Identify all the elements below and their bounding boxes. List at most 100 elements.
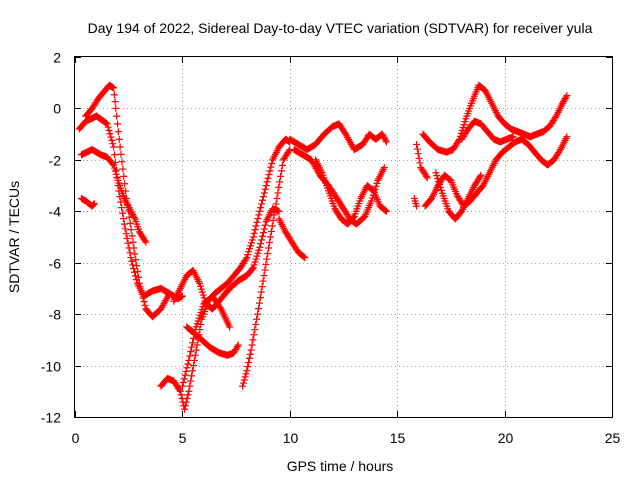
data-point	[249, 336, 257, 344]
data-point	[242, 370, 250, 378]
data-point	[133, 262, 141, 270]
data-point	[250, 261, 258, 269]
data-point	[189, 334, 197, 342]
data-point	[89, 201, 97, 209]
data-point	[233, 344, 241, 352]
data-point	[140, 298, 148, 306]
data-point	[107, 133, 115, 141]
series-track-p	[419, 81, 571, 156]
data-point	[261, 221, 269, 229]
data-point	[422, 172, 430, 180]
data-point	[137, 287, 145, 295]
data-point	[258, 283, 266, 291]
data-point	[118, 158, 126, 166]
data-point	[180, 375, 188, 383]
data-point	[119, 215, 127, 223]
data-point	[263, 255, 271, 263]
data-point	[380, 133, 388, 141]
data-point	[252, 222, 260, 230]
data-point	[185, 387, 193, 395]
data-point	[432, 169, 440, 177]
data-point	[243, 254, 251, 262]
data-point	[251, 326, 259, 334]
data-point	[245, 358, 253, 366]
data-point	[275, 207, 283, 215]
series-track-d	[82, 81, 174, 321]
data-point	[256, 207, 264, 215]
data-point	[193, 341, 201, 349]
data-point	[264, 250, 272, 258]
data-point	[476, 173, 484, 181]
y-tick-label: -6	[49, 256, 62, 272]
data-point	[381, 135, 389, 143]
data-point	[166, 290, 174, 298]
y-tick-label: 0	[53, 101, 61, 117]
data-point	[285, 147, 293, 155]
y-tick-label: 2	[53, 50, 61, 66]
data-point	[264, 174, 272, 182]
data-point	[112, 104, 120, 112]
data-point	[257, 204, 265, 212]
data-point	[106, 130, 114, 138]
series-track-r	[432, 169, 485, 223]
data-point	[263, 178, 271, 186]
data-point	[165, 291, 173, 299]
data-point	[255, 305, 263, 313]
data-point	[239, 379, 247, 387]
data-point	[123, 194, 131, 202]
data-point	[226, 323, 234, 331]
data-point	[139, 294, 147, 302]
data-point	[188, 372, 196, 380]
data-point	[509, 133, 517, 141]
data-point	[112, 170, 120, 178]
data-point	[181, 405, 189, 413]
data-point	[272, 200, 280, 208]
data-point	[129, 261, 137, 269]
data-point	[239, 382, 247, 390]
chart-title: Day 194 of 2022, Sidereal Day-to-day VTE…	[88, 20, 593, 36]
plot-frame	[74, 56, 613, 418]
data-point	[455, 137, 463, 145]
data-point	[414, 150, 422, 158]
data-point	[269, 216, 277, 224]
data-point	[247, 346, 255, 354]
data-point	[413, 140, 421, 148]
data-point	[382, 136, 390, 144]
data-point	[253, 315, 261, 323]
data-point	[257, 288, 265, 296]
data-point	[135, 279, 143, 287]
data-point	[111, 164, 119, 172]
data-point	[109, 140, 117, 148]
series-track-s	[458, 117, 517, 146]
data-point	[435, 178, 443, 186]
data-point	[257, 240, 265, 248]
data-point	[128, 232, 136, 240]
data-point	[254, 310, 262, 318]
series-track-n	[413, 140, 431, 182]
data-point	[197, 282, 205, 290]
data-point	[187, 377, 195, 385]
data-point	[247, 242, 255, 250]
data-point	[231, 347, 239, 355]
data-point	[233, 343, 241, 351]
data-point	[277, 172, 285, 180]
data-point	[186, 382, 194, 390]
data-point	[124, 239, 132, 247]
data-point	[184, 391, 192, 399]
data-point	[123, 201, 131, 209]
data-point	[102, 119, 110, 127]
data-point	[141, 237, 149, 245]
data-point	[125, 213, 133, 221]
data-point	[182, 398, 190, 406]
grid-layer	[75, 57, 612, 417]
data-point	[259, 193, 267, 201]
data-point	[258, 196, 266, 204]
x-tick-label: 25	[605, 430, 621, 446]
x-tick-label: 20	[498, 430, 514, 446]
data-point	[190, 330, 198, 338]
data-point	[436, 180, 444, 188]
data-point	[255, 246, 263, 254]
data-point	[367, 197, 375, 205]
data-point	[124, 207, 132, 215]
data-point	[199, 291, 207, 299]
